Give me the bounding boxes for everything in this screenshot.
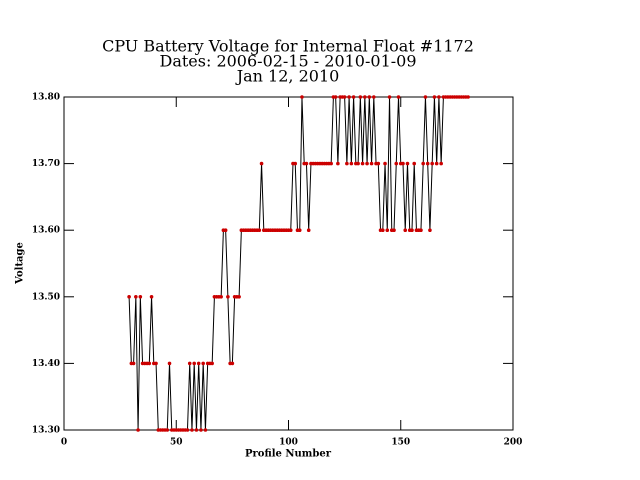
data-point <box>165 428 170 432</box>
x-tick-label: 150 <box>391 438 410 448</box>
data-point <box>369 161 374 166</box>
data-point <box>219 295 223 299</box>
data-point <box>425 161 430 166</box>
chart-title: CPU Battery Voltage for Internal Float #… <box>102 37 474 56</box>
data-point <box>138 295 143 299</box>
x-tick-label: 200 <box>504 438 523 448</box>
data-point <box>394 161 399 166</box>
data-point <box>333 95 338 99</box>
y-tick-label: 13.70 <box>32 159 60 169</box>
data-point <box>434 161 439 166</box>
data-point <box>430 161 434 166</box>
y-tick-label: 13.60 <box>32 226 60 236</box>
chart-subtitle: Dates: 2006-02-15 - 2010-01-09 <box>159 52 416 71</box>
data-point <box>421 161 426 166</box>
data-point <box>380 228 385 232</box>
data-point <box>194 428 199 432</box>
data-point <box>347 95 351 99</box>
y-tick-label: 13.80 <box>32 93 60 103</box>
data-point <box>385 228 390 232</box>
data-point <box>401 161 405 166</box>
data-point <box>336 161 340 166</box>
data-point <box>306 228 311 232</box>
data-point <box>136 428 140 432</box>
data-point <box>360 161 365 166</box>
data-point <box>405 161 410 166</box>
data-point <box>439 161 443 166</box>
data-point <box>363 95 367 99</box>
data-line <box>128 96 469 431</box>
plot-frame <box>63 96 514 431</box>
data-point <box>412 161 417 166</box>
data-point <box>127 295 131 299</box>
data-point <box>134 295 138 299</box>
data-point <box>167 361 172 366</box>
x-tick-label: 0 <box>61 438 67 448</box>
data-point <box>288 228 293 232</box>
data-point <box>387 95 392 99</box>
data-point <box>432 95 437 99</box>
data-point <box>423 95 428 99</box>
data-point <box>410 228 414 232</box>
data-point <box>304 161 309 166</box>
data-point <box>466 95 470 99</box>
data-point <box>383 161 387 166</box>
data-point <box>196 361 201 366</box>
y-tick-label: 13.30 <box>32 426 60 436</box>
x-tick-label: 50 <box>170 438 183 448</box>
data-point <box>131 361 136 366</box>
data-point <box>257 228 262 232</box>
data-point <box>392 228 396 232</box>
data-point <box>345 161 349 166</box>
data-point <box>293 161 298 166</box>
data-point <box>199 428 203 432</box>
data-point <box>154 361 158 366</box>
x-tick-label: 100 <box>279 438 298 448</box>
data-point <box>300 95 304 99</box>
data-point <box>351 95 356 99</box>
data-point <box>226 295 230 299</box>
data-point <box>201 361 205 366</box>
data-point <box>230 361 235 366</box>
data-point <box>185 428 190 432</box>
data-point <box>349 161 354 166</box>
data-point <box>259 161 264 166</box>
x-axis-label: Profile Number <box>245 449 332 460</box>
y-tick-label: 13.40 <box>32 359 60 369</box>
data-point <box>356 161 360 166</box>
data-point <box>372 95 376 99</box>
y-tick-label: 13.50 <box>32 292 60 302</box>
data-point <box>428 228 432 232</box>
data-point <box>367 95 372 99</box>
data-point <box>192 361 197 366</box>
data-point <box>223 228 228 232</box>
data-point <box>237 295 241 299</box>
data-point <box>203 428 208 432</box>
data-point <box>437 95 441 99</box>
y-axis-label: Voltage <box>15 242 26 285</box>
data-point <box>147 361 152 366</box>
data-point <box>403 228 408 232</box>
data-point <box>190 428 194 432</box>
data-point <box>396 95 401 99</box>
data-point <box>419 228 423 232</box>
chart-date: Jan 12, 2010 <box>235 67 340 86</box>
data-point <box>358 95 363 99</box>
data-point <box>329 161 333 166</box>
data-point <box>210 361 214 366</box>
data-point <box>365 161 369 166</box>
data-point <box>342 95 347 99</box>
data-point <box>376 161 381 166</box>
data-point <box>187 361 192 366</box>
data-point <box>297 228 302 232</box>
data-point <box>149 295 154 299</box>
